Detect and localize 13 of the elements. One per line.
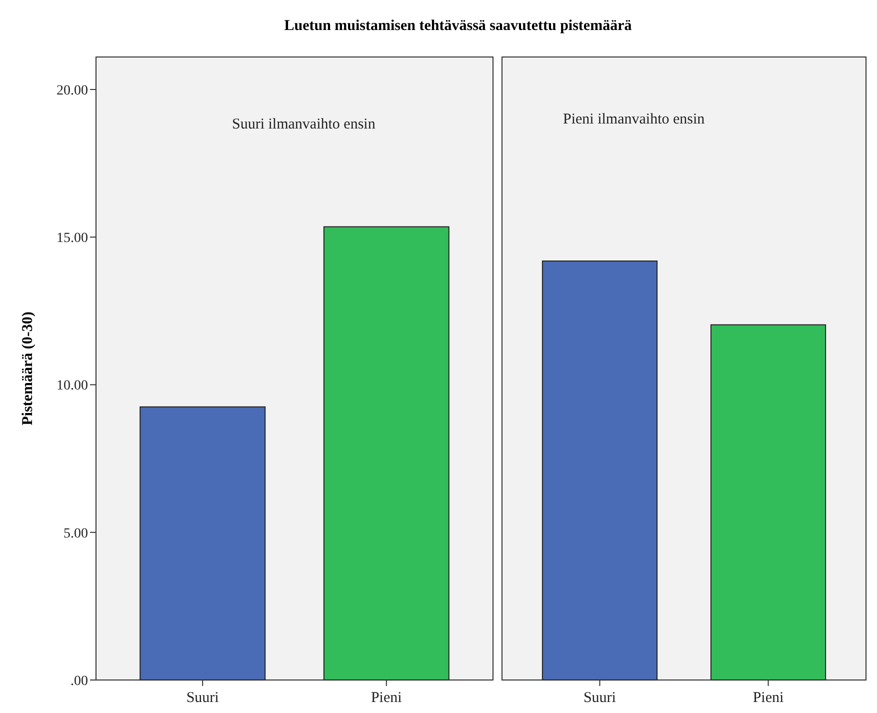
annotation: Pieni ilmanvaihto ensin [563, 111, 706, 128]
y-tick-label: .00 [70, 674, 88, 689]
annotation: Suuri ilmanvaihto ensin [232, 116, 376, 132]
x-tick-label: Pieni [752, 690, 784, 706]
y-axis-title: Pistemäärä (0-30) [20, 312, 36, 426]
y-tick-label: 5.00 [64, 526, 88, 542]
y-tick-label: 20.00 [56, 83, 88, 98]
y-tick-label: 15.00 [56, 231, 88, 246]
x-tick-label: Suuri [186, 690, 219, 706]
x-tick-label: Suuri [583, 690, 616, 706]
x-tick-label: Pieni [370, 690, 402, 706]
y-tick-label: 10.00 [56, 378, 88, 394]
chart-title: Luetun muistamisen tehtävässä saavutettu pistemäärä [284, 18, 632, 34]
